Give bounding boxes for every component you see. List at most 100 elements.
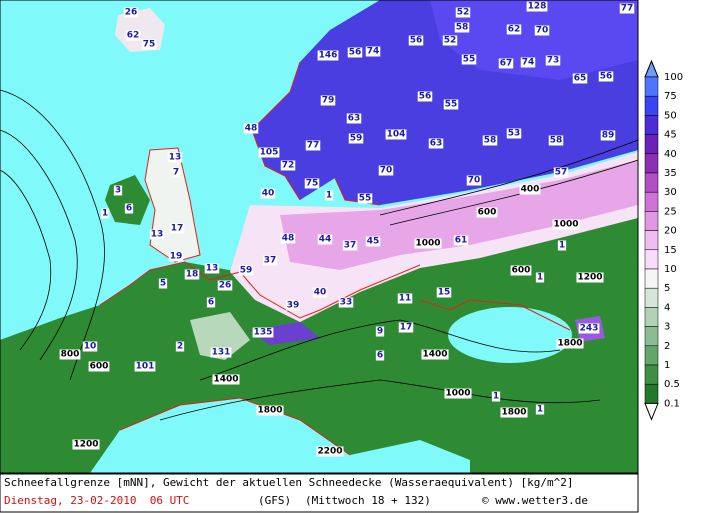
map-value-label: 101	[136, 362, 155, 372]
legend-label: 0.1	[664, 398, 680, 409]
map-value-label: 52	[444, 36, 457, 46]
map-label-box	[398, 322, 414, 333]
map-label-box	[414, 238, 442, 249]
map-label-box	[252, 327, 274, 338]
legend-swatch	[644, 383, 659, 404]
map-label-box	[506, 24, 522, 35]
map-label-box	[357, 193, 373, 204]
map-label-box	[149, 229, 165, 240]
legend-swatch	[644, 211, 659, 231]
map-label-box	[385, 129, 407, 140]
map-value-label: 800	[61, 350, 80, 360]
footer-copyright: © www.wetter3.de	[482, 494, 588, 507]
map-value-label: 56	[349, 48, 362, 58]
map-label-box	[572, 73, 588, 84]
map-value-label: 55	[463, 55, 476, 65]
map-value-label: 48	[245, 124, 258, 134]
map-label-box	[428, 138, 444, 149]
map-label-box	[498, 58, 514, 69]
map-value-label: 70	[380, 166, 393, 176]
map-label-box	[553, 167, 569, 178]
map-label-box	[365, 236, 381, 247]
map-label-box	[375, 326, 385, 337]
map-label-box	[204, 263, 220, 274]
map-label-box	[59, 349, 81, 360]
map-label-box	[258, 147, 280, 158]
map-value-label: 40	[262, 189, 275, 199]
map-value-label: 89	[602, 131, 615, 141]
map-label-box	[320, 95, 336, 106]
black-sea	[448, 307, 572, 363]
map-value-label: 77	[307, 141, 320, 151]
legend-label: 2	[664, 341, 670, 352]
map-label-box	[375, 350, 385, 361]
map-value-label: 1	[326, 191, 332, 201]
map-label-box	[141, 39, 157, 50]
legend-swatch	[644, 191, 659, 212]
map-value-label: 11	[399, 294, 412, 304]
map-label-box	[72, 439, 100, 450]
map-label-box	[466, 175, 482, 186]
map-value-label: 61	[455, 236, 468, 246]
map-label-box	[342, 240, 358, 251]
map-value-label: 17	[400, 323, 413, 333]
contour-line	[0, 129, 78, 361]
legend-label: 25	[664, 206, 677, 217]
footer-date: Dienstag, 23-02-2010 06 UTC	[4, 494, 189, 507]
legend-label: 5	[664, 283, 670, 294]
map-value-label: 1000	[445, 389, 470, 399]
map-label-box	[125, 30, 141, 41]
legend-swatch	[644, 287, 659, 308]
map-label-box	[548, 135, 564, 146]
map-value-label: 135	[254, 328, 273, 338]
map-value-label: 26	[219, 281, 232, 291]
map-value-label: 73	[547, 56, 560, 66]
map-label-box	[312, 287, 328, 298]
footer-box	[0, 473, 639, 513]
map-label-box	[453, 235, 469, 246]
map-label-box	[338, 297, 354, 308]
map-value-label: 48	[282, 234, 295, 244]
map-value-label: 44	[319, 235, 332, 245]
map-value-label: 57	[555, 168, 568, 178]
footer-model: (GFS)	[258, 494, 291, 507]
map-value-label: 105	[260, 148, 279, 158]
map-value-label: 1	[102, 209, 108, 219]
map-label-box	[444, 388, 472, 399]
map-label-box	[408, 35, 424, 46]
map-label-box	[168, 251, 184, 262]
map-label-box	[243, 123, 259, 134]
legend: 100 75 50 45 40 35 30 25 20 15 10 5 4 3 2 1 0.5 0.1	[644, 59, 683, 421]
map-value-label: 13	[169, 153, 182, 163]
map-value-label: 58	[484, 136, 497, 146]
legend-label: 30	[664, 187, 677, 198]
map-value-label: 70	[536, 26, 549, 36]
map-value-label: 6	[208, 298, 214, 308]
map-label-box	[482, 135, 498, 146]
map-value-label: 70	[468, 176, 481, 186]
map-value-label: 1	[493, 392, 499, 402]
contour-line	[379, 139, 639, 216]
map-value-label: 1400	[213, 375, 238, 385]
legend-swatch	[644, 326, 659, 347]
map-label-box	[455, 7, 471, 18]
map-value-label: 59	[240, 266, 253, 276]
map-value-label: 17	[171, 224, 184, 234]
contour-line	[0, 89, 105, 381]
map-label-box	[285, 300, 301, 311]
map-value-label: 75	[143, 40, 156, 50]
map-label-box	[506, 128, 522, 139]
map-label-box	[576, 272, 604, 283]
map-value-label: 13	[206, 264, 219, 274]
map-value-label: 63	[430, 139, 443, 149]
map-label-box	[510, 265, 532, 276]
legend-swatch	[644, 115, 659, 135]
map-label-box	[123, 7, 139, 18]
legend-swatch	[644, 307, 659, 327]
contour-line	[389, 159, 639, 226]
map-label-box	[348, 133, 364, 144]
map-value-label: 77	[621, 4, 634, 14]
map-label-box	[436, 287, 452, 298]
map-value-label: 72	[282, 161, 295, 171]
legend-swatch	[644, 95, 659, 116]
